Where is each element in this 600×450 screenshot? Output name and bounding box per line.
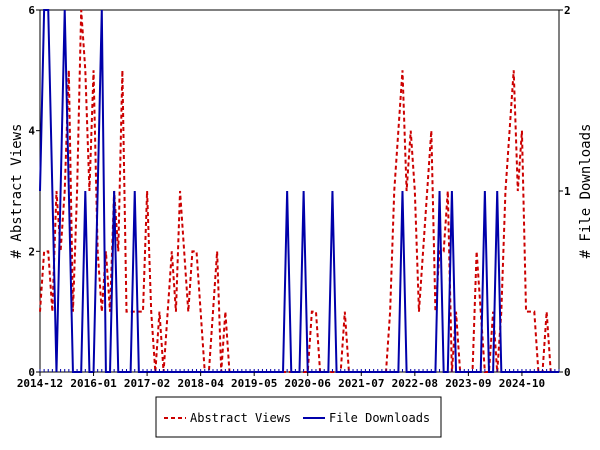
x-minor-ticks [39,369,560,372]
left-tick-label: 4 [28,125,35,138]
x-tick-label: 2021-07 [338,377,384,390]
left-y-axis: 0 2 4 6 [28,4,40,379]
left-axis-title: # Abstract Views [9,124,25,259]
left-tick-label: 2 [28,245,35,258]
x-tick-label: 2017-02 [124,377,170,390]
legend: Abstract Views File Downloads [155,396,442,438]
right-y-axis: 0 1 2 [559,4,571,379]
legend-label-abstract-views: Abstract Views [190,411,291,425]
x-tick-label: 2014-12 [17,377,63,390]
plot-area [39,9,560,373]
legend-box [155,396,442,438]
x-tick-label: 2022-08 [392,377,438,390]
x-tick-label: 2024-10 [499,377,545,390]
x-tick-label: 2023-09 [445,377,491,390]
x-tick-label: 2016-01 [70,377,117,390]
right-tick-label: 1 [564,185,571,198]
x-tick-label: 2020-06 [285,377,332,390]
left-tick-label: 6 [28,4,35,17]
right-tick-label: 0 [564,366,571,379]
left-tick-label: 0 [28,366,35,379]
x-tick-label: 2018-04 [177,377,224,390]
legend-label-file-downloads: File Downloads [329,411,430,425]
x-axis: 2014-12 2016-01 2017-02 2018-04 2019-05 2020-… [17,372,545,390]
x-tick-label: 2019-05 [231,377,277,390]
right-axis-title: # File Downloads [578,124,594,259]
right-tick-label: 2 [564,4,571,17]
